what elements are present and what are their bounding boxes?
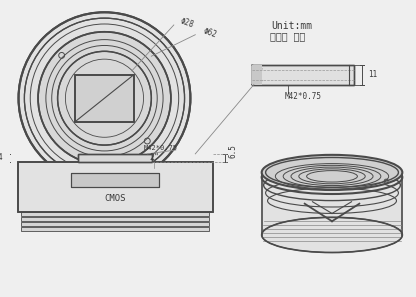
- Circle shape: [19, 12, 191, 184]
- Text: 11: 11: [368, 70, 377, 79]
- Text: Φ62: Φ62: [202, 27, 218, 40]
- Text: 6.5: 6.5: [229, 144, 238, 158]
- Bar: [252, 65, 354, 85]
- Text: Unit:mm: Unit:mm: [272, 21, 312, 31]
- Bar: [75, 75, 134, 122]
- Bar: [252, 65, 354, 85]
- Bar: [22, 212, 209, 217]
- Circle shape: [38, 32, 171, 165]
- Text: 单位： 毫米: 单位： 毫米: [270, 31, 305, 41]
- Bar: [22, 227, 209, 231]
- Ellipse shape: [262, 217, 402, 252]
- Bar: [78, 154, 152, 162]
- Text: 4: 4: [0, 153, 2, 162]
- Text: CMOS: CMOS: [104, 194, 126, 203]
- Bar: [71, 173, 159, 187]
- FancyBboxPatch shape: [262, 173, 402, 236]
- Circle shape: [25, 18, 185, 178]
- Bar: [78, 154, 152, 162]
- Text: M42*0.75: M42*0.75: [284, 92, 321, 101]
- Bar: [17, 162, 213, 212]
- Text: 2": 2": [149, 153, 159, 162]
- Text: M42*0.75: M42*0.75: [144, 145, 178, 151]
- Ellipse shape: [262, 155, 402, 190]
- Bar: [71, 173, 159, 187]
- Bar: [22, 217, 209, 221]
- Bar: [75, 75, 134, 122]
- Bar: [22, 222, 209, 226]
- Bar: [252, 65, 262, 85]
- Text: Φ28: Φ28: [179, 17, 195, 30]
- Bar: [17, 162, 213, 212]
